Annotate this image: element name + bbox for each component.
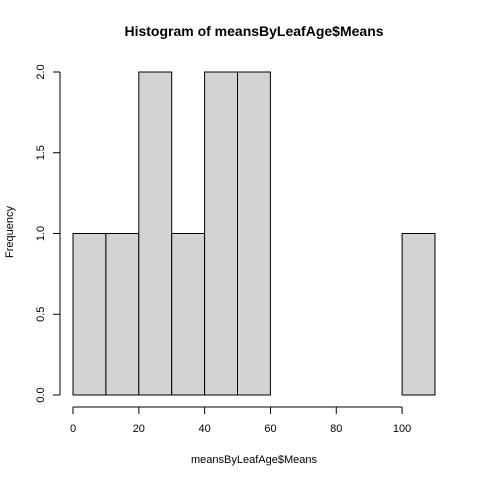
x-tick-label-1: 20 xyxy=(133,423,145,435)
y-tick-label-0: 0.0 xyxy=(35,387,47,402)
histogram-bar-5 xyxy=(237,71,271,396)
histogram-bar-10 xyxy=(401,233,436,396)
x-tick-label-0: 0 xyxy=(70,423,76,435)
histogram-bar-2 xyxy=(138,71,173,396)
histogram-bar-0 xyxy=(72,233,107,396)
x-tick-label-2: 40 xyxy=(199,423,211,435)
histogram-bar-1 xyxy=(105,233,140,396)
y-tick-label-1: 0.5 xyxy=(35,307,47,322)
y-axis: 0.0 0.5 1.0 1.5 2.0 xyxy=(35,64,61,403)
histogram-bar-3 xyxy=(171,233,206,396)
chart-title: Histogram of meansByLeafAge$Means xyxy=(124,23,383,39)
y-axis-label: Frequency xyxy=(4,206,16,258)
x-axis: 0 20 40 60 80 100 xyxy=(70,406,411,435)
x-tick-label-5: 100 xyxy=(393,423,411,435)
x-tick-label-3: 60 xyxy=(264,423,276,435)
x-axis-label: meansByLeafAge$Means xyxy=(191,454,317,466)
y-tick-label-4: 2.0 xyxy=(35,64,47,79)
bars-group xyxy=(72,71,436,396)
x-tick-label-4: 80 xyxy=(330,423,342,435)
histogram-bar-4 xyxy=(204,71,239,396)
y-tick-label-2: 1.0 xyxy=(35,226,47,241)
y-tick-label-3: 1.5 xyxy=(35,145,47,160)
